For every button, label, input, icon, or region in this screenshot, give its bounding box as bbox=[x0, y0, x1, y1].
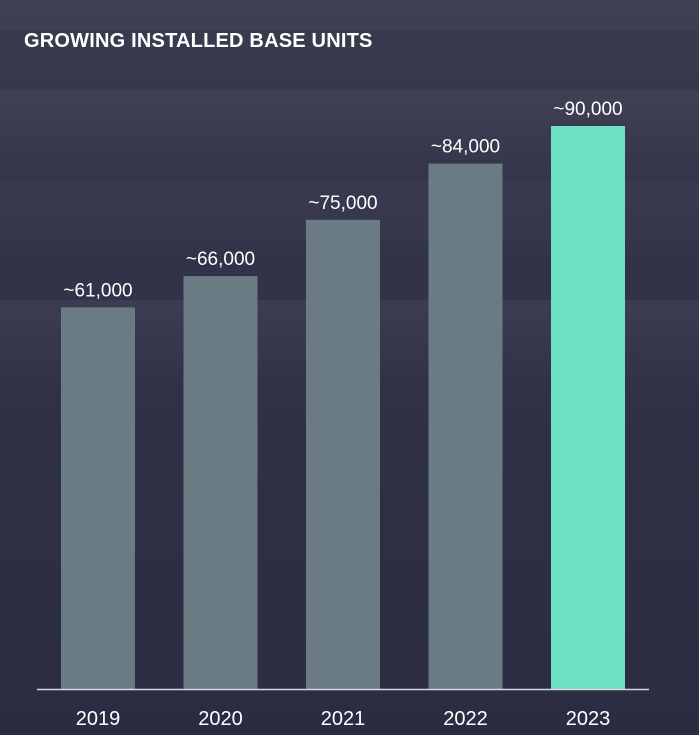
x-tick-label-2022: 2022 bbox=[443, 708, 488, 730]
x-tick-label-2019: 2019 bbox=[76, 708, 121, 730]
x-tick-label-2021: 2021 bbox=[321, 708, 366, 730]
bar-2019 bbox=[61, 307, 135, 689]
x-tick-label-2023: 2023 bbox=[566, 708, 611, 730]
data-label-2022: ~84,000 bbox=[431, 137, 500, 158]
bar-2020 bbox=[183, 276, 258, 689]
data-label-2019: ~61,000 bbox=[63, 280, 132, 301]
x-tick-label-2020: 2020 bbox=[198, 708, 243, 730]
bar-2023 bbox=[551, 126, 625, 689]
bar-2021 bbox=[306, 219, 380, 690]
bar-2022 bbox=[428, 163, 503, 690]
data-label-2021: ~75,000 bbox=[308, 193, 377, 214]
data-label-2020: ~66,000 bbox=[186, 249, 255, 270]
chart-title: GROWING INSTALLED BASE UNITS bbox=[24, 30, 373, 52]
data-label-2023: ~90,000 bbox=[553, 99, 622, 120]
